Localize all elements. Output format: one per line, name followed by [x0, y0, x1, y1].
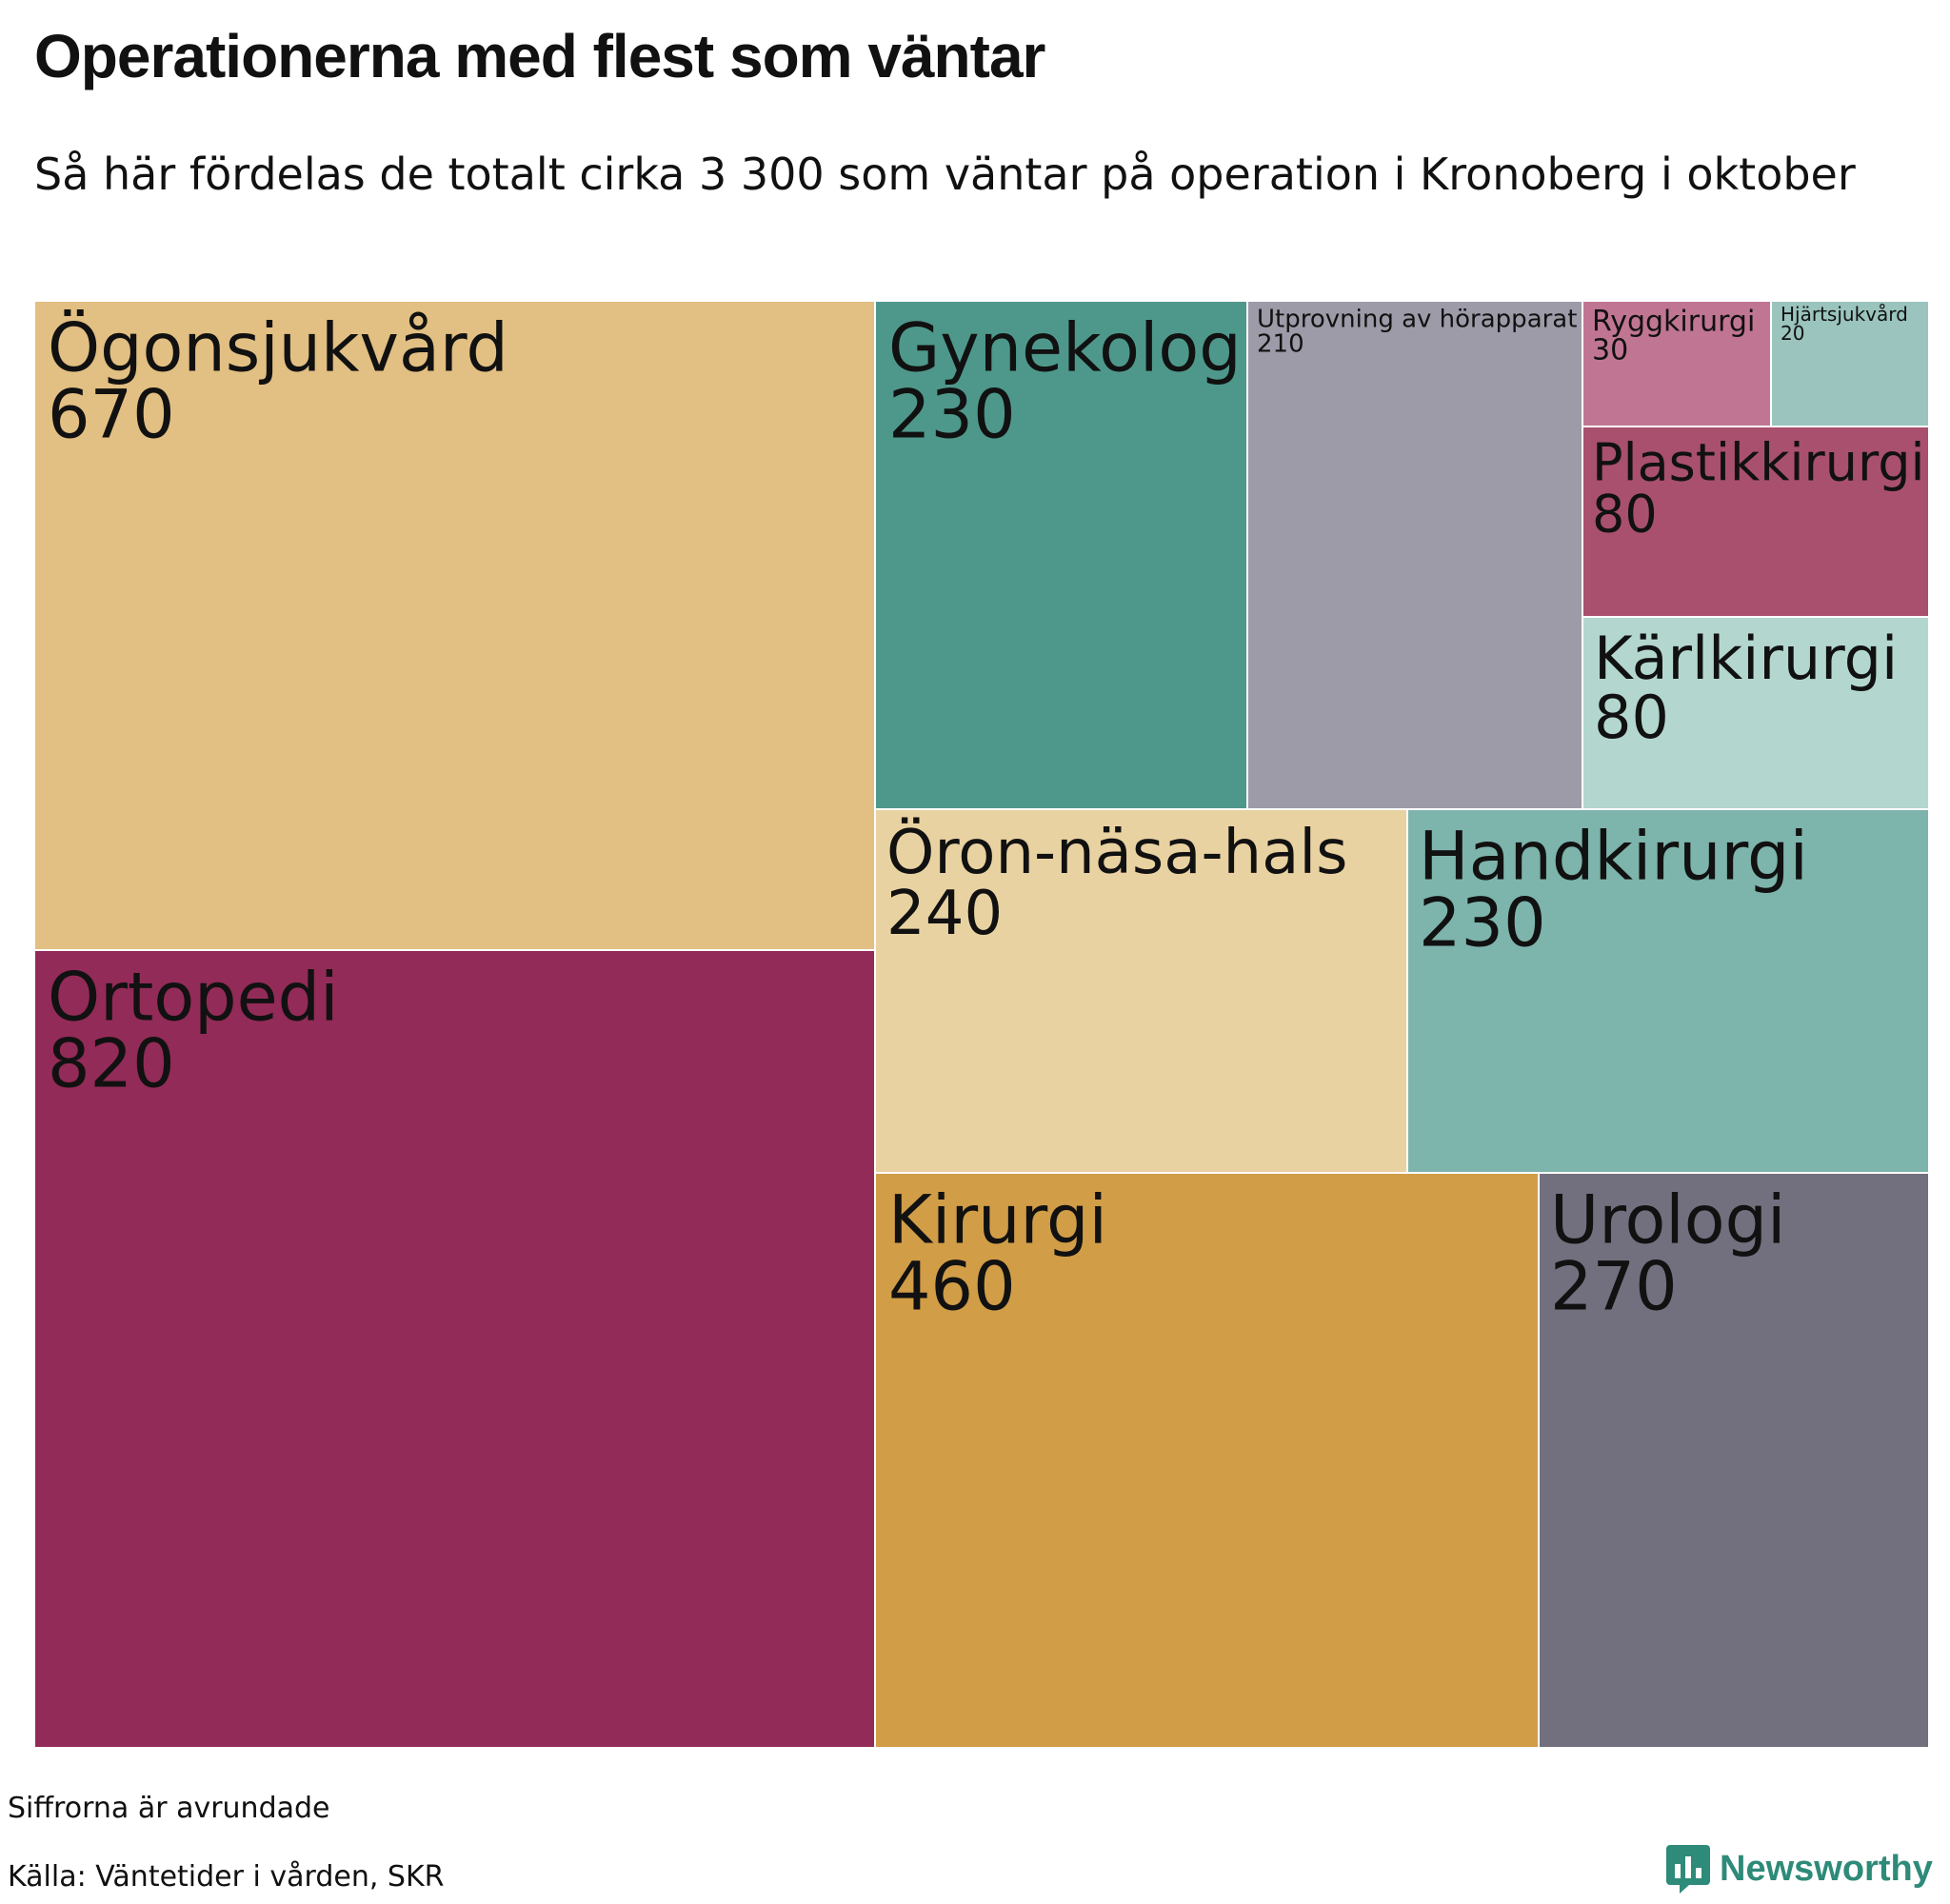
treemap-label: Utprovning av hörapparat: [1257, 305, 1577, 333]
treemap-value: 230: [888, 376, 1016, 454]
treemap-label: Urologi: [1550, 1181, 1785, 1259]
treemap-label: Hjärtsjukvård: [1781, 303, 1908, 326]
footnote: Siffrorna är avrundade: [8, 1792, 330, 1825]
treemap-value: 210: [1257, 329, 1304, 358]
treemap-value: 270: [1550, 1248, 1678, 1326]
treemap-value: 230: [1419, 884, 1546, 962]
treemap-label: Ryggkirurgi: [1592, 306, 1755, 339]
treemap-rect: [33, 949, 876, 1749]
treemap-rect: [1246, 300, 1583, 810]
treemap-value: 20: [1781, 322, 1804, 345]
treemap-value: 240: [886, 879, 1003, 949]
treemap-value: 820: [48, 1025, 175, 1103]
treemap-value: 30: [1592, 334, 1628, 367]
brand-logo: Newsworthy: [1666, 1843, 1933, 1894]
treemap-rect: [1770, 300, 1930, 427]
treemap-rect: [1582, 616, 1930, 810]
source-note: Källa: Väntetider i vården, SKR: [8, 1860, 445, 1894]
brand-name: Newsworthy: [1720, 1848, 1933, 1889]
treemap-label: Ögonsjukvård: [48, 309, 508, 387]
chart-subtitle: Så här fördelas de totalt cirka 3 300 so…: [34, 149, 1856, 200]
treemap-label: Plastikkirurgi: [1592, 433, 1924, 493]
newsworthy-logo-icon: [1666, 1845, 1710, 1894]
treemap-rect: [33, 300, 876, 951]
treemap-label: Kirurgi: [888, 1181, 1107, 1259]
treemap-rect: [1406, 808, 1930, 1174]
treemap-label: Kärlkirurgi: [1594, 624, 1898, 693]
treemap-label: Handkirurgi: [1419, 818, 1808, 896]
treemap-value: 670: [48, 376, 175, 454]
treemap-value: 80: [1592, 485, 1658, 545]
treemap-label: Ortopedi: [48, 959, 339, 1037]
treemap-rect: [1538, 1172, 1930, 1749]
treemap-value: 80: [1594, 683, 1669, 752]
treemap-label: Öron-näsa-hals: [886, 817, 1347, 888]
chart-title: Operationerna med flest som väntar: [34, 22, 1045, 90]
treemap-label: Gynekologi: [888, 309, 1260, 387]
treemap-value: 460: [888, 1248, 1016, 1326]
treemap-rect: [1582, 426, 1930, 618]
